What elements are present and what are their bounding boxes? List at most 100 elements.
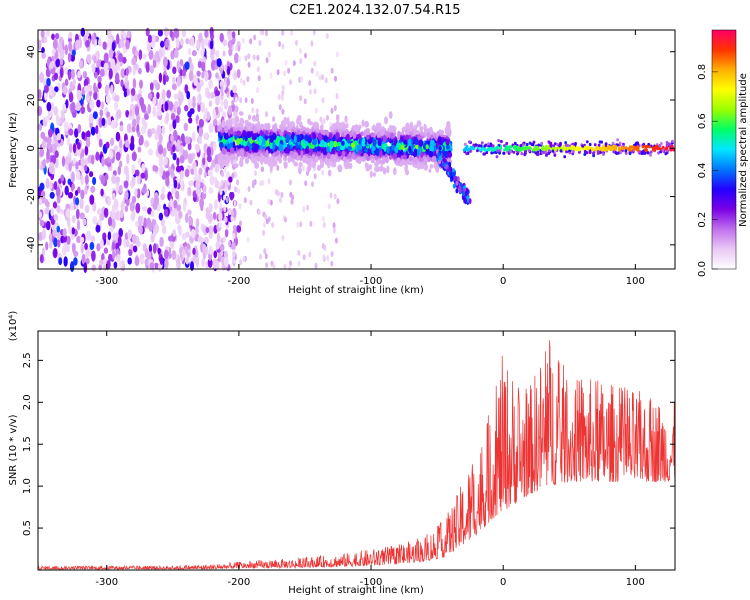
spectrogram-cell bbox=[429, 126, 433, 135]
spectrogram-cell bbox=[314, 107, 318, 114]
spectrogram-cell bbox=[281, 94, 284, 101]
spectrogram-cell bbox=[330, 260, 334, 267]
spectrogram-cell bbox=[65, 99, 69, 109]
spectrogram-cell bbox=[112, 249, 116, 260]
spectrogram-cell bbox=[198, 126, 204, 137]
spectrogram-cell bbox=[70, 68, 76, 80]
spectrogram-cell bbox=[155, 82, 161, 91]
spectrogram-cell bbox=[176, 106, 181, 116]
spectrogram-cell bbox=[331, 147, 336, 156]
spectrogram-cell bbox=[162, 74, 167, 86]
spectrogram-cell bbox=[198, 167, 203, 176]
spectrogram-cell bbox=[412, 151, 418, 157]
spectrogram-cell bbox=[101, 117, 106, 127]
spectrogram-cell bbox=[40, 131, 46, 140]
spectrogram-cell bbox=[314, 262, 318, 269]
spectrogram-cell bbox=[65, 244, 70, 253]
spectrogram-cell bbox=[308, 251, 312, 258]
spectrogram-cell bbox=[483, 144, 487, 148]
spectrogram-cell bbox=[283, 161, 288, 167]
spectrogram-cell bbox=[122, 31, 127, 40]
spectrogram-cell bbox=[272, 124, 278, 133]
spectrogram-cell bbox=[280, 191, 284, 198]
spectrogram-cell bbox=[299, 95, 303, 102]
spectrogram-cell bbox=[318, 74, 322, 81]
spectrogram-cell bbox=[477, 144, 481, 148]
spectrogram-cell bbox=[384, 116, 388, 125]
spectrogram-cell bbox=[113, 145, 119, 152]
spectrogram-cell bbox=[148, 243, 153, 254]
spectrogram-cell bbox=[228, 176, 233, 183]
spectrogram-cell bbox=[110, 84, 114, 95]
snr-series-line bbox=[38, 340, 676, 571]
spectrogram-cell bbox=[274, 150, 279, 157]
spectrogram-cell bbox=[315, 127, 320, 133]
spectrogram-cell bbox=[221, 147, 226, 155]
spectrogram-cell bbox=[229, 147, 235, 154]
spectrogram-cell bbox=[357, 150, 362, 156]
spectrogram-cell bbox=[280, 124, 285, 133]
spectrogram-cell bbox=[137, 67, 142, 75]
spectrogram-cell bbox=[103, 207, 109, 218]
spectrogram-cell bbox=[244, 97, 248, 104]
spectrogram-cell bbox=[264, 253, 268, 260]
spectrogram-cell bbox=[572, 150, 575, 154]
spectrogram-cell bbox=[201, 61, 206, 72]
spectrogram-cell bbox=[246, 131, 252, 139]
spectrogram-cell bbox=[78, 59, 84, 69]
spectrogram-cell bbox=[298, 166, 302, 175]
spectrogram-cell bbox=[159, 166, 164, 173]
spectrogram-cell bbox=[217, 159, 221, 166]
spectrogram-cell bbox=[67, 52, 72, 63]
spectrogram-cell bbox=[624, 146, 628, 150]
spectrogram-cell bbox=[655, 146, 658, 150]
spectrogram-cell bbox=[349, 130, 353, 138]
spectrogram-cell bbox=[135, 169, 140, 177]
spectrogram-cell bbox=[124, 190, 129, 201]
spectrogram-cell bbox=[90, 154, 95, 165]
spectrogram-cell bbox=[220, 85, 224, 92]
spectrogram-cell bbox=[44, 90, 48, 101]
spectrogram-cell bbox=[313, 60, 317, 67]
spectrogram-cell bbox=[39, 219, 45, 227]
spectrogram-cell bbox=[341, 150, 346, 157]
spectrogram-cell bbox=[219, 161, 224, 170]
spectrogram-cell bbox=[346, 133, 350, 141]
spectrogram-cell bbox=[253, 34, 257, 41]
spectrogram-cell bbox=[202, 184, 207, 193]
spectrogram-cell bbox=[157, 247, 161, 255]
spectrogram-cell bbox=[259, 131, 265, 136]
spectrogram-cell bbox=[616, 138, 619, 142]
spectrogram-cell bbox=[226, 65, 231, 76]
spectrogram-cell bbox=[191, 50, 197, 57]
spectrogram-cell bbox=[179, 155, 185, 164]
spectrogram-cell bbox=[317, 146, 321, 152]
spectrogram-cell bbox=[531, 143, 535, 147]
spectrogram-cell bbox=[304, 148, 310, 154]
spectrogram-cell bbox=[189, 261, 195, 271]
spectrogram-cell bbox=[254, 155, 258, 161]
spectrogram-cell bbox=[54, 86, 59, 93]
spectrogram-cell bbox=[96, 208, 103, 216]
spectrogram-cell bbox=[371, 146, 376, 152]
spectrogram-cell bbox=[279, 197, 282, 203]
spectrogram-cell bbox=[177, 224, 182, 231]
spectrogram-cell bbox=[214, 163, 220, 173]
spectrogram-cell bbox=[60, 174, 65, 182]
spectrogram-cell bbox=[433, 161, 438, 170]
spectrogram-cell bbox=[73, 257, 78, 266]
spectrogram-cell bbox=[147, 34, 153, 43]
spectrogram-cell bbox=[218, 222, 222, 228]
spectrogram-cell bbox=[588, 142, 592, 147]
spectrogram-cell bbox=[131, 151, 137, 162]
spectrogram-cell bbox=[445, 139, 450, 146]
spectrogram-cell bbox=[92, 201, 97, 212]
spectrogram-cell bbox=[261, 179, 265, 186]
spectrogram-cell bbox=[174, 100, 179, 110]
spectrogram-cell bbox=[80, 174, 84, 186]
spectrogram-cell bbox=[222, 50, 226, 57]
spectrogram-cell bbox=[209, 26, 214, 37]
spectrogram-cell bbox=[271, 222, 275, 228]
spectrogram-cell bbox=[156, 102, 162, 112]
spectrogram-cell bbox=[131, 164, 136, 175]
